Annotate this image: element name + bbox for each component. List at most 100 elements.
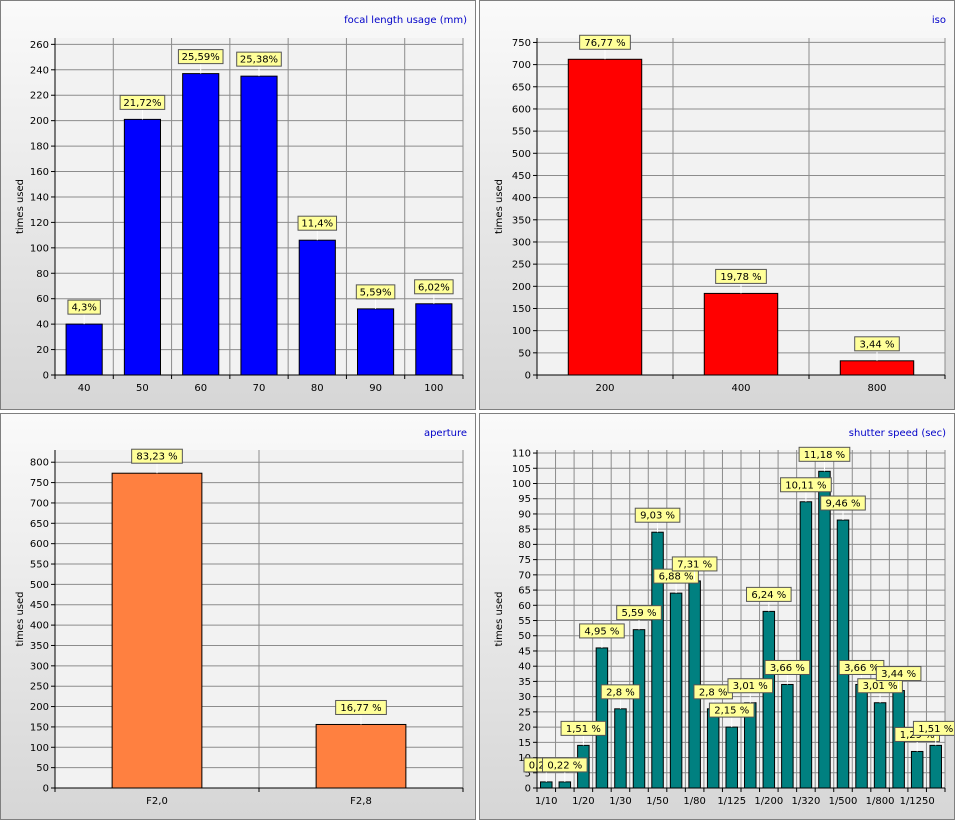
bar <box>111 472 203 789</box>
data-label-text: 16,77 % <box>340 703 381 714</box>
y-axis-label: times used <box>15 179 26 234</box>
y-tick-label: 0 <box>525 784 531 795</box>
data-label-text: 4,95 % <box>584 626 619 637</box>
y-tick-label: 0 <box>525 371 531 382</box>
bar <box>632 629 646 789</box>
data-label: 4,95 % <box>579 623 625 648</box>
x-tick-label: 1/20 <box>572 796 594 807</box>
shutter-speed-chart-title: shutter speed (sec) <box>848 428 946 439</box>
data-label-box <box>912 720 954 736</box>
data-label: 6,02% <box>414 279 454 304</box>
bar <box>910 750 924 789</box>
y-tick-label: 95 <box>518 494 531 505</box>
y-tick-label: 100 <box>30 743 49 754</box>
y-tick-label: 85 <box>518 525 531 536</box>
data-label-box <box>634 507 681 523</box>
x-tick-label: 1/50 <box>646 796 668 807</box>
data-label: 83,23 % <box>131 448 183 474</box>
data-label-text: 2,15 % <box>714 706 749 717</box>
x-tick-label: F2,0 <box>146 796 168 807</box>
data-label: 3,66 % <box>764 659 811 685</box>
x-tick-label: 400 <box>731 383 750 394</box>
data-label-box <box>119 94 166 110</box>
x-tick-label: 90 <box>369 383 382 394</box>
data-label-text: 0,22 % <box>547 760 582 771</box>
iso-chart-panel: iso 0 50 100 150 200 250 300 350 400 450 500 550 600… <box>479 0 955 410</box>
bar <box>836 519 850 789</box>
data-label: 5,59 % <box>616 605 662 630</box>
data-label-box <box>579 623 625 639</box>
data-label: 19,78 % <box>715 268 767 294</box>
bar <box>567 58 643 376</box>
shutter-speed-chart-panel: shutter speed (sec) 05101520253035404550… <box>479 413 955 820</box>
y-tick-label: 105 <box>512 464 531 475</box>
data-label-box <box>355 284 396 300</box>
data-label: 2,15 % <box>708 702 755 728</box>
data-label: 1,51 % <box>912 720 954 746</box>
data-label-text: 2,8 % <box>606 687 635 698</box>
data-label-box <box>798 446 851 462</box>
data-label-text: 76,77 % <box>584 38 625 49</box>
y-tick-label: 35 <box>518 677 531 688</box>
bar <box>614 708 627 789</box>
y-tick-label: 220 <box>30 91 49 102</box>
y-tick-label: 60 <box>518 601 531 612</box>
y-tick-label: 0 <box>43 371 49 382</box>
y-tick-label: 25 <box>518 707 531 718</box>
data-label-text: 25,38% <box>240 55 278 66</box>
iso-chart: 0 50 100 150 200 250 300 350 400 450 500 550 600 650 7… <box>494 34 946 394</box>
y-tick-label: 0 <box>43 784 49 795</box>
y-tick-label: 40 <box>518 662 531 673</box>
y-tick-label: 550 <box>30 560 49 571</box>
y-tick-label: 150 <box>512 304 531 315</box>
data-label-box <box>335 699 387 715</box>
data-label: 5,59% <box>355 284 396 309</box>
y-tick-label: 40 <box>36 320 49 331</box>
data-label-text: 3,66 % <box>844 663 879 674</box>
data-label-box <box>764 659 811 675</box>
y-tick-label: 650 <box>512 82 531 93</box>
data-label-box <box>746 586 792 602</box>
x-tick-label: 1/80 <box>683 796 705 807</box>
x-tick-label: 70 <box>253 383 266 394</box>
data-label-box <box>131 448 183 464</box>
data-label-text: 4,3% <box>71 303 96 314</box>
y-tick-label: 200 <box>30 116 49 127</box>
data-label-text: 19,78 % <box>720 272 761 283</box>
y-tick-label: 30 <box>518 692 531 703</box>
y-tick-label: 100 <box>512 326 531 337</box>
x-tick-label: F2,8 <box>350 796 372 807</box>
bar <box>240 75 278 376</box>
x-tick-label: 800 <box>867 383 886 394</box>
data-label-box <box>780 477 832 493</box>
data-label-text: 9,46 % <box>826 499 861 510</box>
data-label-box <box>616 605 662 621</box>
data-label-box <box>297 215 338 231</box>
y-tick-label: 20 <box>518 723 531 734</box>
data-label: 11,4% <box>297 215 338 241</box>
y-tick-label: 80 <box>36 269 49 280</box>
shutter-speed-chart: 0510152025303540455055606570758085909510… <box>494 446 954 807</box>
y-tick-label: 75 <box>518 555 531 566</box>
data-label-text: 2,8 % <box>699 687 728 698</box>
x-tick-label: 1/320 <box>791 796 820 807</box>
y-tick-label: 500 <box>30 580 49 591</box>
y-tick-label: 45 <box>518 646 531 657</box>
y-tick-label: 650 <box>30 519 49 530</box>
data-label-text: 25,59% <box>182 52 220 63</box>
y-tick-label: 60 <box>36 294 49 305</box>
y-tick-label: 15 <box>518 738 531 749</box>
bar <box>540 781 553 789</box>
y-tick-label: 450 <box>512 171 531 182</box>
data-label-text: 3,66 % <box>770 663 805 674</box>
data-label: 7,31 % <box>671 556 718 581</box>
aperture-chart-title: aperture <box>423 428 467 439</box>
iso-chart-title: iso <box>931 15 946 26</box>
bar <box>703 292 779 376</box>
y-tick-label: 600 <box>30 539 49 550</box>
bar <box>123 118 161 376</box>
y-axis-label: times used <box>15 591 26 646</box>
bar <box>706 708 720 789</box>
y-tick-label: 180 <box>30 142 49 153</box>
y-tick-label: 120 <box>30 218 49 229</box>
